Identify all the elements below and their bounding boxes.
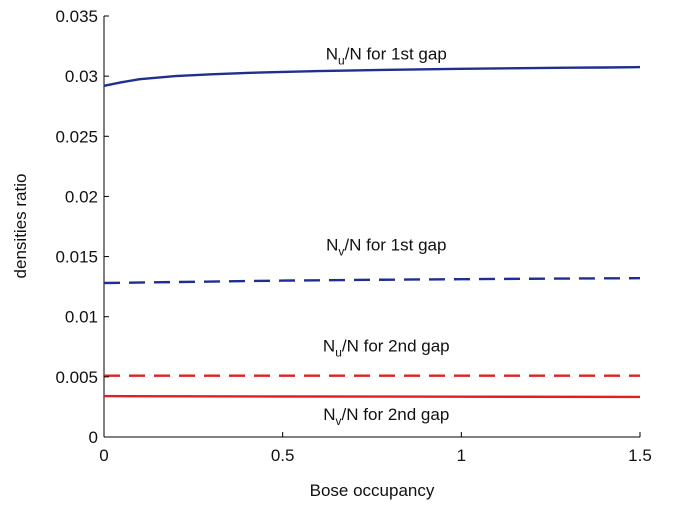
x-tick-label: 1 — [457, 446, 466, 465]
y-tick-label: 0.025 — [55, 127, 98, 146]
series-line-1 — [103, 65, 641, 87]
plot-frame — [103, 16, 640, 438]
y-axis-label: densities ratio — [11, 174, 30, 279]
x-tick-label: 0.5 — [271, 446, 295, 465]
series-annotation-2: Nv/N for 1st gap — [326, 236, 446, 259]
annotation-layer: Nu/N for 1st gap Nv/N for 1st gap Nu/N for… — [323, 44, 450, 428]
x-tick-label: 1.5 — [628, 446, 652, 465]
series-annotation-4: Nv/N for 2nd gap — [323, 405, 449, 428]
y-tick-label: 0.035 — [55, 7, 98, 26]
y-tick-label: 0.005 — [55, 368, 98, 387]
y-tick-label: 0.015 — [55, 248, 98, 267]
series-line-2 — [103, 277, 641, 285]
series-annotation-3: Nu/N for 2nd gap — [323, 337, 450, 360]
y-tick-label: 0 — [89, 428, 98, 447]
y-tick-label: 0.01 — [65, 308, 98, 327]
series-line-4 — [103, 394, 641, 399]
tick-layer: 0 0.5 1 1.5 0 0.005 0.01 0.015 0.02 0.025 0.03 0.03… — [55, 7, 651, 465]
series-annotation-1: Nu/N for 1st gap — [326, 44, 447, 67]
x-tick-label: 0 — [99, 446, 108, 465]
y-tick-label: 0.02 — [65, 187, 98, 206]
series-layer — [103, 65, 641, 399]
y-tick-label: 0.03 — [65, 67, 98, 86]
x-axis-label: Bose occupancy — [310, 481, 435, 500]
